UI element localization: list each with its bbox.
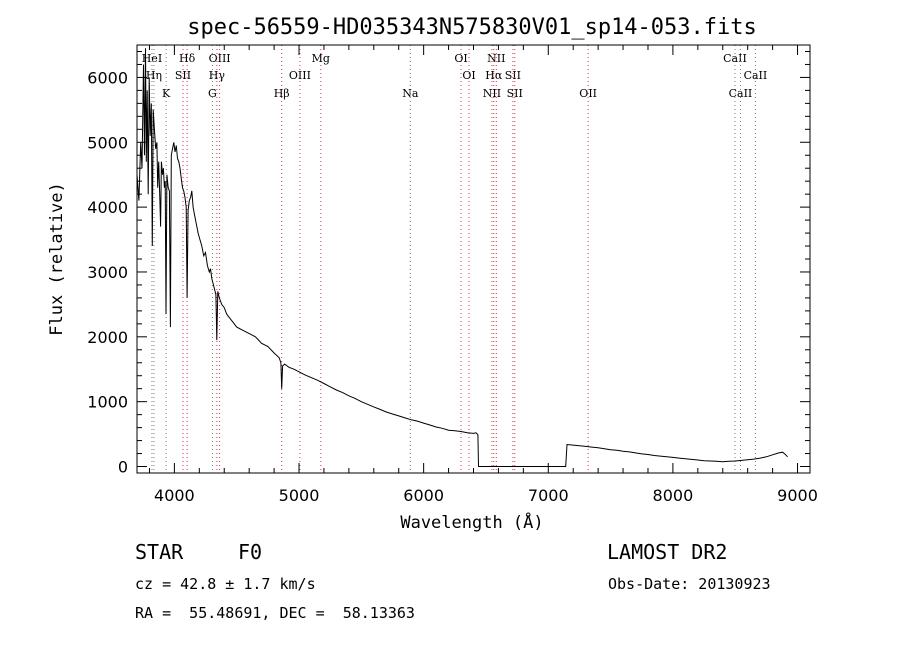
- object-class: STAR: [135, 540, 184, 564]
- spectral-line-label: G: [208, 87, 217, 100]
- spectral-line-label: Mg: [312, 52, 330, 65]
- chart-title: spec-56559-HD035343N575830V01_sp14-053.f…: [187, 15, 757, 40]
- spectrum-series-line: [136, 48, 788, 467]
- spectral-line-label: NII: [487, 52, 505, 65]
- x-tick-label: 7000: [528, 486, 569, 505]
- spectral-line-label: Na: [402, 87, 419, 100]
- spectral-line-label: K: [162, 87, 171, 100]
- spectral-line-label: Hδ: [179, 52, 196, 65]
- survey-name: LAMOST DR2: [607, 540, 728, 564]
- obs-date-text: Obs-Date: 20130923: [608, 575, 771, 593]
- spectral-line-label: OI: [454, 52, 467, 65]
- y-tick-label: 2000: [87, 328, 128, 347]
- spectral-line-label: OII: [579, 87, 597, 100]
- y-tick-label: 5000: [87, 133, 128, 152]
- object-subclass: F0: [238, 540, 263, 564]
- plot-frame: [136, 44, 811, 474]
- spectral-line-label: OIII: [209, 52, 231, 65]
- y-tick-label: 6000: [87, 68, 128, 87]
- spectral-line-label: SII: [175, 69, 191, 82]
- x-tick-label: 5000: [279, 486, 320, 505]
- spectral-line-label: Hα: [485, 69, 503, 82]
- y-tick-label: 4000: [87, 198, 128, 217]
- spectral-line-label: NII: [483, 87, 501, 100]
- spectral-line-label: OI: [462, 69, 475, 82]
- axis-ticks-layer: 4000 5000 6000 7000 8000 9000 0 1000 2000 3000 400…: [87, 45, 818, 505]
- x-tick-label: 4000: [154, 486, 195, 505]
- spectral-line-label: SII: [507, 87, 523, 100]
- spectral-line-label: CaII: [723, 52, 747, 65]
- spectral-line-label: Hγ: [209, 69, 226, 82]
- y-tick-label: 1000: [87, 393, 128, 412]
- spectral-line-label: SII: [505, 69, 521, 82]
- redshift-text: cz = 42.8 ± 1.7 km/s: [135, 575, 316, 593]
- x-tick-label: 9000: [777, 486, 818, 505]
- spectral-line-label: HeI: [142, 52, 162, 65]
- y-axis-label: Flux (relative): [47, 182, 67, 336]
- spectral-line-label: Hβ: [274, 87, 290, 100]
- coordinates-text: RA = 55.48691, DEC = 58.13363: [135, 604, 415, 622]
- y-tick-label: 3000: [87, 263, 128, 282]
- spectral-line-label: CaII: [729, 87, 753, 100]
- x-tick-label: 8000: [653, 486, 694, 505]
- spectral-line-label: Hη: [146, 69, 162, 82]
- spectral-line-label: CaII: [744, 69, 768, 82]
- spectral-line-label: OIII: [289, 69, 311, 82]
- x-axis-label: Wavelength (Å): [400, 511, 543, 533]
- x-tick-label: 6000: [403, 486, 444, 505]
- y-tick-label: 0: [118, 458, 128, 477]
